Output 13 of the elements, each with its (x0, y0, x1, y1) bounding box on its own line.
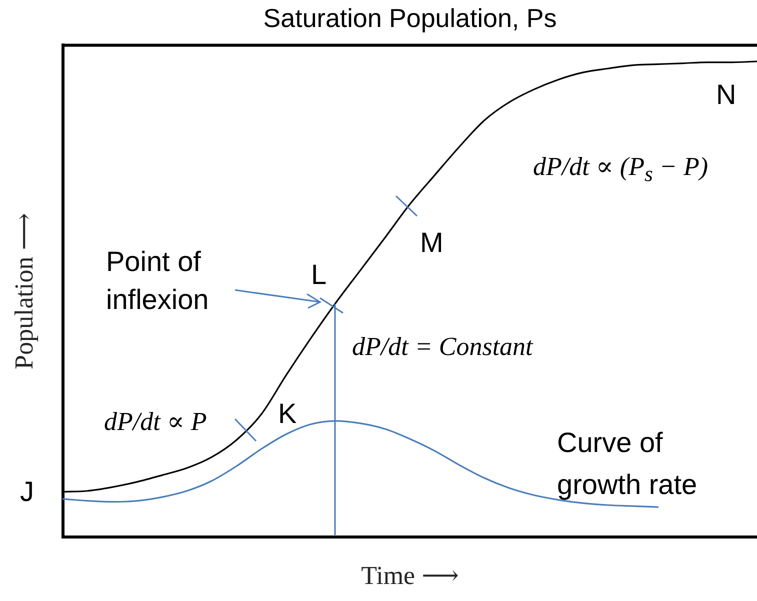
annotation: M (420, 226, 444, 260)
text: J (20, 475, 34, 509)
series-label: Curve of growth rate (557, 426, 698, 502)
annotation: K (278, 397, 297, 431)
annotation: dP/dt ∝ (P$_{s}$ − P) (533, 151, 708, 188)
annotation: N (716, 78, 736, 112)
annotation: Point of inflexion (106, 245, 210, 317)
chart-title: Saturation Population, Ps (263, 2, 557, 33)
x-axis-title: Time ⟶ (361, 561, 459, 590)
annotation: L (311, 258, 327, 292)
y-axis-title: Population ⟶ (9, 212, 38, 370)
annotation: dP/dt ∝ P (104, 406, 207, 438)
annotation: dP/dt = Constant (352, 331, 533, 363)
